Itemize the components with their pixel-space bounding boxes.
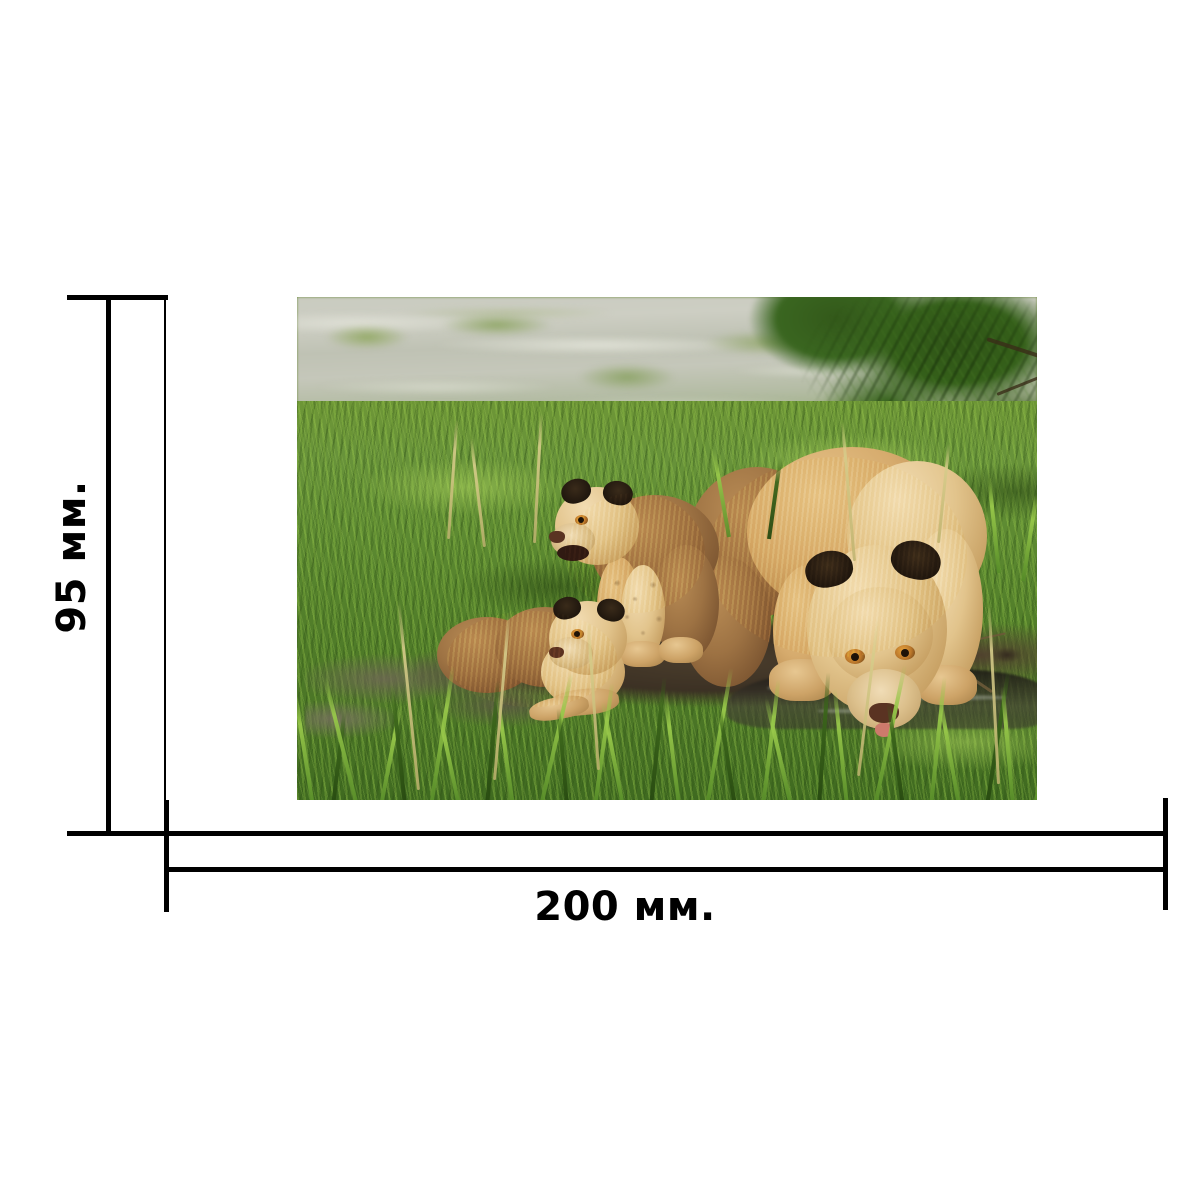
cub-standing-open-mouth bbox=[557, 545, 589, 561]
height-dimension-label: 95 мм. bbox=[49, 480, 95, 634]
width-extension-line-right bbox=[1163, 798, 1168, 910]
cub-lying-pupil bbox=[574, 631, 580, 637]
cub-standing-pupil bbox=[578, 517, 584, 523]
cub-standing-fur-texture bbox=[565, 493, 705, 613]
cub-standing-paw-far bbox=[659, 637, 703, 663]
width-dimension-label-wrap: 200 мм. bbox=[0, 884, 1200, 930]
cub-lying-nose bbox=[549, 647, 564, 658]
height-dimension-tick-bottom bbox=[67, 831, 1168, 836]
width-dimension-label: 200 мм. bbox=[534, 884, 716, 930]
height-extension-line bbox=[164, 297, 166, 801]
lioness-pupil-left bbox=[851, 653, 859, 661]
width-extension-line-left bbox=[164, 800, 169, 912]
lioness-pupil-right bbox=[901, 649, 909, 657]
product-photo bbox=[297, 297, 1037, 800]
cub-standing-nose bbox=[549, 531, 565, 543]
height-dimension-line bbox=[106, 297, 111, 836]
lioness-fur-texture bbox=[707, 457, 967, 657]
lioness bbox=[677, 437, 1007, 737]
height-dimension-tick-top bbox=[67, 295, 168, 300]
lioness-tongue bbox=[875, 723, 893, 737]
width-dimension-line bbox=[165, 867, 1168, 872]
lioness-nose bbox=[869, 703, 899, 723]
cub-lying-fur-texture bbox=[447, 611, 617, 707]
cub-standing-paw-near bbox=[619, 641, 665, 667]
lion-cub-lying bbox=[437, 593, 637, 727]
